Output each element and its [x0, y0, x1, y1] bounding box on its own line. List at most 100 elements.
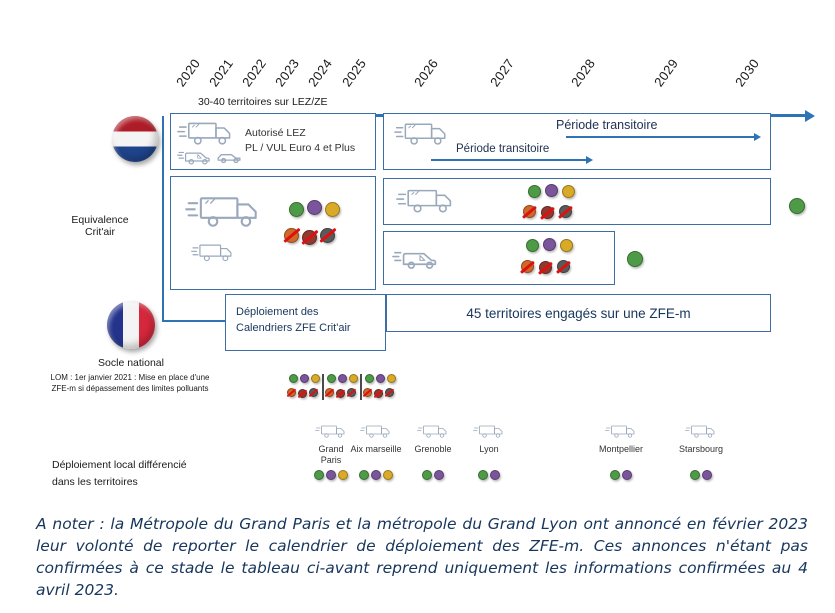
- city-grenoble: Grenoble: [401, 422, 465, 480]
- critair-gray-badge-banned: [385, 388, 394, 397]
- territories-count-label: 30-40 territoires sur LEZ/ZE: [198, 96, 328, 108]
- critair-yellow-badge: [560, 239, 573, 252]
- vul-restrictions-box: [383, 231, 615, 285]
- netherlands-flag-icon: [112, 116, 158, 162]
- car-icon: [217, 154, 241, 164]
- periode-transitoire-label: Période transitoire: [456, 143, 550, 155]
- city-name: Starsbourg: [678, 444, 724, 454]
- city-montpellier: Montpellier: [589, 422, 653, 480]
- critair-green-badge: [365, 374, 374, 383]
- critair-green-badge: [690, 470, 700, 480]
- periode-transitoire-box: Période transitoire Période transitoire: [383, 113, 771, 170]
- critair-maroon-badge-banned: [302, 230, 317, 245]
- deploiement-local-line2: dans les territoires: [52, 476, 138, 488]
- critair-green-badge: [359, 470, 369, 480]
- critair-yellow-badge: [383, 470, 393, 480]
- year-label: 2029: [651, 55, 682, 90]
- critair-green-badge: [327, 374, 336, 383]
- critair-maroon-badge-banned: [374, 389, 383, 398]
- critair-purple-badge: [434, 470, 444, 480]
- critair-gray-badge-banned: [320, 228, 335, 243]
- critair-yellow-badge: [338, 470, 348, 480]
- city-name: Montpellier: [598, 444, 644, 454]
- autorise-vehicles-label: PL / VUL Euro 4 et Plus: [245, 142, 356, 154]
- deploiement-local-label: Déploiement local différencié dans les t…: [52, 457, 187, 491]
- truck-icon: [185, 197, 257, 227]
- critair-orange-badge-banned: [363, 388, 372, 397]
- deploiement-local-line1: Déploiement local différencié: [52, 459, 187, 471]
- autorise-lez-label: Autorisé LEZ: [245, 127, 306, 139]
- critair-purple-badge: [307, 200, 322, 215]
- critair-orange-badge-banned: [325, 388, 334, 397]
- city-grand-paris: Grand Paris: [299, 422, 363, 480]
- critair-orange-badge-banned: [287, 388, 296, 397]
- year-label: 2022: [239, 55, 270, 90]
- critair-maroon-badge-banned: [539, 261, 552, 274]
- left-connector-line: [162, 320, 226, 322]
- badge-group-separator: [360, 374, 362, 400]
- deploiement-line2: Calendriers ZFE Crit'air: [236, 322, 351, 334]
- year-label: 2028: [568, 55, 599, 90]
- deploiement-line1: Déploiement des: [236, 306, 319, 318]
- truck-icon: [685, 425, 715, 438]
- van-icon: [177, 151, 210, 165]
- truck-icon: [605, 425, 635, 438]
- periode-transitoire-label: Période transitoire: [556, 118, 658, 132]
- critair-green-badge: [478, 470, 488, 480]
- critair-orange-badge-banned: [521, 260, 534, 273]
- critair-yellow-badge: [387, 374, 396, 383]
- footnote-paragraph: A noter : la Métropole du Grand Paris et…: [36, 515, 808, 599]
- critair-green-badge: [314, 470, 324, 480]
- critair-gray-badge-banned: [309, 388, 318, 397]
- badge-group-separator: [322, 374, 324, 400]
- pl-restrictions-box: [383, 178, 771, 225]
- city-name: Lyon: [479, 444, 499, 454]
- deploiement-calendriers-box: Déploiement des Calendriers ZFE Crit'air: [225, 294, 386, 351]
- critair-purple-badge: [702, 470, 712, 480]
- truck-icon: [191, 244, 232, 262]
- critair-purple-badge: [545, 184, 558, 197]
- autorise-lez-box: Autorisé LEZ PL / VUL Euro 4 et Plus: [170, 113, 376, 170]
- city-badges: [359, 470, 393, 480]
- critair-orange-badge-banned: [523, 205, 536, 218]
- critair-green-badge: [289, 374, 298, 383]
- city-badges: [314, 470, 348, 480]
- equivalence-line1: Equivalence: [71, 214, 129, 226]
- year-label: 2027: [487, 55, 518, 90]
- critair-maroon-badge-banned: [541, 206, 554, 219]
- year-label: 2025: [339, 55, 370, 90]
- periode-transitoire-arrow: [566, 132, 761, 141]
- year-label: 2021: [206, 55, 237, 90]
- critair-gray-badge-banned: [557, 260, 570, 273]
- year-label: 2020: [173, 55, 204, 90]
- city-starsbourg: Starsbourg: [669, 422, 733, 480]
- city-aix-marseille: Aix marseille: [344, 422, 408, 480]
- critair-orange-badge-banned: [284, 228, 299, 243]
- equivalence-line2: Crit'air: [84, 226, 115, 238]
- equivalence-nl-box: [170, 176, 376, 290]
- territoires-engages-box: 45 territoires engagés sur une ZFE-m: [386, 294, 771, 332]
- critair-purple-badge: [622, 470, 632, 480]
- lom-note-line2: ZFE-m si dépassement des limites polluan…: [51, 384, 209, 393]
- critair-yellow-badge: [349, 374, 358, 383]
- critair-green-badge: [526, 239, 539, 252]
- city-name: Aix marseille: [350, 444, 402, 454]
- critair-gray-badge-banned: [347, 388, 356, 397]
- france-flag-icon: [107, 301, 155, 349]
- critair-green-badge: [627, 251, 643, 267]
- year-label: 2026: [411, 55, 442, 90]
- critair-green-badge: [422, 470, 432, 480]
- socle-national-label: Socle national: [98, 357, 164, 369]
- critair-green-badge: [610, 470, 620, 480]
- truck-icon: [394, 123, 446, 145]
- city-name: Grenoble: [414, 444, 452, 454]
- year-label: 2024: [305, 55, 336, 90]
- city-lyon: Lyon: [457, 422, 521, 480]
- periode-transitoire-arrow: [431, 155, 593, 164]
- truck-icon: [360, 425, 390, 438]
- city-badges: [478, 470, 500, 480]
- critair-maroon-badge-banned: [298, 389, 307, 398]
- critair-green-badge: [528, 185, 541, 198]
- city-badges: [422, 470, 444, 480]
- critair-green-badge: [289, 202, 304, 217]
